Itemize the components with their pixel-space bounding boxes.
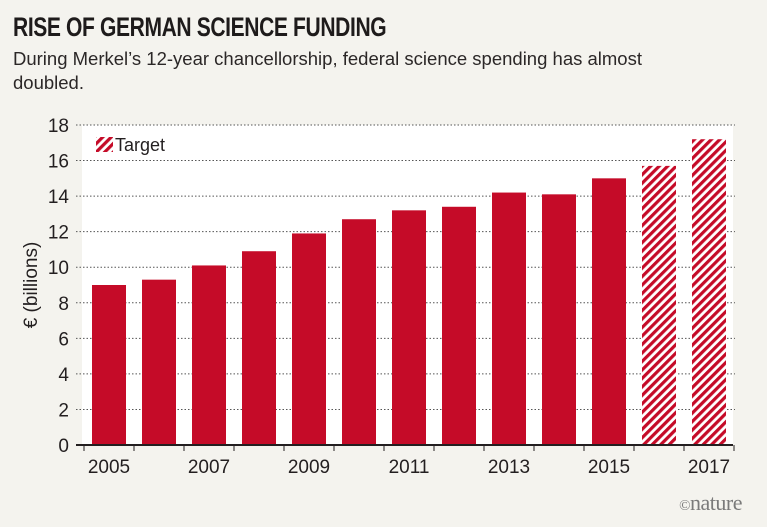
copyright-symbol: © <box>679 498 691 514</box>
y-axis-label: € (billions) <box>21 242 42 329</box>
chart-title: RISE OF GERMAN SCIENCE FUNDING <box>13 12 387 42</box>
x-tick-label: 2011 <box>389 457 430 478</box>
bar-2013 <box>492 192 526 445</box>
legend-swatch-target <box>96 137 113 152</box>
x-tick-label: 2009 <box>288 457 330 478</box>
nature-credit: ©nature <box>679 490 742 516</box>
bar-2010 <box>342 219 376 445</box>
x-tick-label: 2007 <box>188 457 230 478</box>
bar-target-2017 <box>692 139 726 445</box>
x-tick-label: 2015 <box>588 457 630 478</box>
y-tick-label: 10 <box>48 258 69 279</box>
y-tick-label: 4 <box>58 365 69 386</box>
legend: Target <box>96 135 165 155</box>
y-tick-label: 2 <box>58 400 69 421</box>
bar-2015 <box>592 178 626 446</box>
x-tick-label: 2013 <box>488 457 530 478</box>
bar-2005 <box>92 285 126 445</box>
chart-subtitle: During Merkel’s 12-year chancellorship, … <box>13 48 642 93</box>
bar-2012 <box>442 206 476 445</box>
bar-2009 <box>292 233 326 445</box>
bar-2006 <box>142 279 176 445</box>
x-tick-label: 2005 <box>88 457 130 478</box>
bar-2007 <box>192 265 226 445</box>
bar-2011 <box>392 210 426 445</box>
x-tick-label: 2017 <box>688 457 730 478</box>
y-tick-label: 6 <box>58 329 69 350</box>
y-tick-label: 14 <box>48 187 70 208</box>
legend-label-target: Target <box>115 135 165 155</box>
credit-text: nature <box>690 490 742 515</box>
y-tick-label: 0 <box>58 436 69 457</box>
y-tick-label: 18 <box>48 116 69 137</box>
bar-target-2016 <box>642 165 676 445</box>
y-tick-label: 12 <box>48 223 69 244</box>
y-tick-label: 16 <box>48 152 69 173</box>
bar-2008 <box>242 251 276 445</box>
y-tick-label: 8 <box>58 294 69 315</box>
bar-2014 <box>542 194 576 445</box>
